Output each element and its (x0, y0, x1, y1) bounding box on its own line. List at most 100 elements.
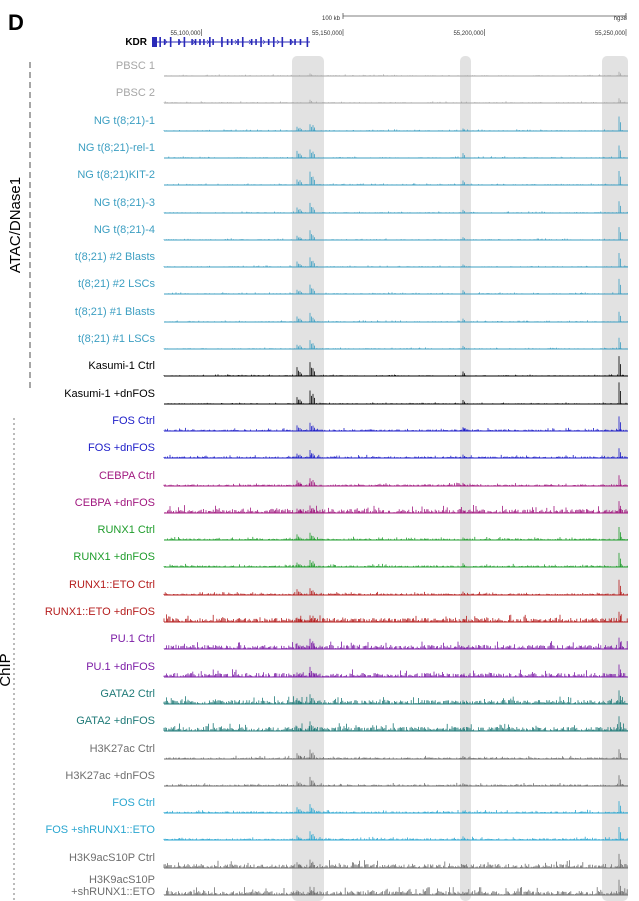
track-signal (163, 98, 626, 103)
gene-model (152, 37, 310, 47)
track-label: FOS Ctrl (112, 415, 155, 427)
track-label: H3K9acS10P Ctrl (69, 852, 155, 864)
track-label: PBSC 1 (116, 60, 155, 72)
track-label: CEBPA +dnFOS (75, 497, 155, 509)
track: CEBPA Ctrl (99, 470, 628, 487)
track: H3K9acS10P+shRUNX1::ETO (71, 874, 628, 898)
track: NG t(8;21)KIT-2 (77, 169, 628, 186)
track: FOS +dnFOS (88, 442, 628, 459)
track: H3K9acS10P Ctrl (69, 852, 628, 869)
track-signal (166, 749, 628, 759)
track-label: t(8;21) #2 LSCs (78, 278, 156, 290)
position-tick-label: 55,100,000 (170, 31, 201, 37)
track-label: GATA2 Ctrl (100, 688, 155, 700)
track: RUNX1 Ctrl (98, 524, 628, 541)
track-label: RUNX1 Ctrl (98, 524, 155, 536)
track-label: H3K27ac +dnFOS (65, 770, 155, 782)
track: PBSC 1 (116, 60, 628, 77)
track-signal (163, 552, 628, 567)
group-label-chip: ChIP (0, 653, 14, 686)
track-signal (166, 145, 628, 158)
track-label: FOS Ctrl (112, 797, 155, 809)
track-label: NG t(8;21)-1 (94, 115, 155, 127)
track-signal (163, 337, 627, 349)
track-signal (163, 827, 628, 840)
track: H3K27ac +dnFOS (65, 770, 628, 787)
track-label: H3K27ac Ctrl (90, 743, 155, 755)
track-label-line2: +shRUNX1::ETO (71, 886, 155, 898)
track: RUNX1 +dnFOS (73, 551, 628, 568)
track: FOS Ctrl (112, 415, 628, 432)
track: NG t(8;21)-rel-1 (78, 142, 628, 159)
track-signal (163, 475, 628, 486)
track-label: RUNX1::ETO Ctrl (69, 579, 155, 591)
position-tick-label: 55,200,000 (453, 31, 484, 37)
track-signal (163, 853, 628, 868)
track-signal (163, 356, 627, 376)
track-label: t(8;21) #1 Blasts (75, 306, 156, 318)
browser-header: 100 kb hg38 KDR 55,100,000 55,150,000 55,2… (125, 13, 628, 48)
track: NG t(8;21)-1 (94, 115, 628, 132)
track-signal (164, 311, 628, 322)
track: NG t(8;21)-3 (94, 197, 628, 214)
track: RUNX1::ETO Ctrl (69, 579, 628, 596)
track-signal (163, 664, 627, 677)
highlight-region (602, 56, 628, 901)
highlight-regions (292, 56, 628, 901)
track-signal (164, 775, 628, 786)
track-label: PBSC 2 (116, 87, 155, 99)
track-signal (163, 201, 628, 213)
track-signal (167, 382, 627, 404)
track-signal (163, 416, 628, 431)
track-signal (163, 579, 628, 595)
track-signal (163, 879, 628, 895)
scale-bar-label: 100 kb (322, 16, 341, 22)
track-signal (164, 171, 628, 185)
track: FOS Ctrl (112, 797, 628, 814)
group-label-atac: ATAC/DNase1 (7, 177, 24, 273)
track: NG t(8;21)-4 (94, 224, 628, 241)
track-label: FOS +shRUNX1::ETO (45, 824, 155, 836)
track-label: NG t(8;21)-4 (94, 224, 155, 236)
position-tick-label: 55,150,000 (312, 31, 343, 37)
track-signal (163, 716, 628, 731)
track-label: PU.1 +dnFOS (86, 661, 155, 673)
position-tick-label: 55,250,000 (595, 31, 626, 37)
track-label: PU.1 Ctrl (110, 633, 155, 645)
track-label: H3K9acS10P (89, 874, 155, 886)
track: RUNX1::ETO +dnFOS (45, 606, 628, 623)
track: Kasumi-1 Ctrl (88, 356, 628, 377)
track-label: GATA2 +dnFOS (76, 715, 155, 727)
track-label: Kasumi-1 Ctrl (88, 360, 155, 372)
track-label: CEBPA Ctrl (99, 470, 155, 482)
signal-tracks: PBSC 1 PBSC 2 NG t(8;21)-1 NG t(8;21)-rel-1… (45, 60, 628, 898)
track-label: NG t(8;21)-3 (94, 197, 155, 209)
track-label: Kasumi-1 +dnFOS (64, 388, 155, 400)
track-label: t(8;21) #1 LSCs (78, 333, 156, 345)
track: t(8;21) #2 LSCs (78, 278, 628, 295)
track-signal (163, 116, 626, 131)
track: t(8;21) #1 Blasts (75, 306, 628, 323)
track: t(8;21) #1 LSCs (78, 333, 628, 350)
track-label: NG t(8;21)KIT-2 (77, 169, 155, 181)
track-signal (163, 801, 628, 813)
track: FOS +shRUNX1::ETO (45, 824, 628, 841)
track-signal (163, 227, 628, 240)
track-signal (164, 71, 626, 76)
gene-name-label: KDR (125, 37, 147, 48)
assembly-label: hg38 (614, 16, 628, 22)
track-label: NG t(8;21)-rel-1 (78, 142, 155, 154)
track: PU.1 Ctrl (110, 633, 628, 650)
track-signal (164, 527, 628, 540)
group-brackets: ATAC/DNase1 ChIP (0, 62, 31, 900)
track-signal (163, 690, 628, 704)
track-signal (163, 611, 628, 622)
track-label: RUNX1::ETO +dnFOS (45, 606, 155, 618)
track-signal (164, 501, 628, 513)
track: t(8;21) #2 Blasts (75, 251, 628, 268)
track: GATA2 +dnFOS (76, 715, 628, 732)
track-label: t(8;21) #2 Blasts (75, 251, 156, 263)
track-signal (163, 637, 628, 649)
panel-letter: D (8, 10, 24, 35)
